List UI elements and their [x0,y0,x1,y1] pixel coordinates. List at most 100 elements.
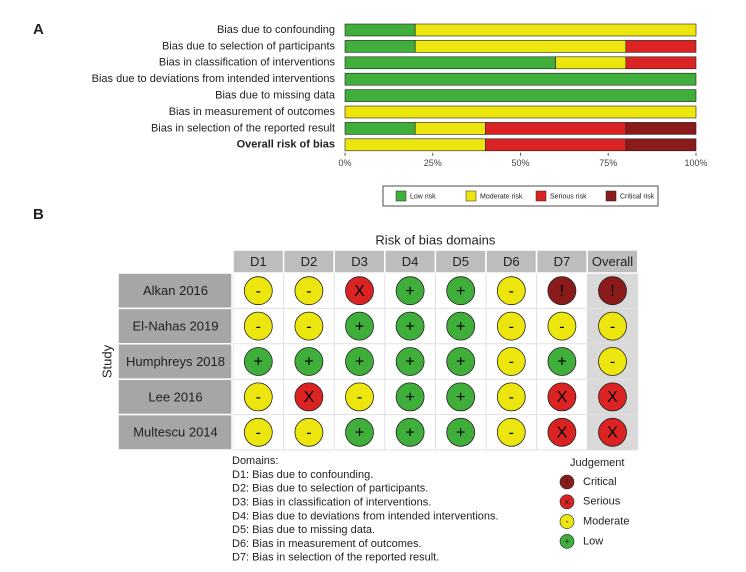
legend-label: Low [583,535,603,547]
judgement-circle [598,311,627,341]
judgement-symbol: + [405,354,414,371]
category-label: Bias in classification of interventions [159,57,336,69]
judgement-symbol: - [357,389,362,406]
study-label: Lee 2016 [148,389,202,404]
note: D5: Bias due to missing data. [232,524,375,536]
legend-circle [559,474,575,490]
judgement-symbol: - [509,354,514,371]
judgement-circle [294,311,324,341]
judgement-symbol: + [405,425,414,442]
bar-segment [625,138,697,152]
judgement-circle [294,276,324,306]
judgement-symbol: - [509,425,514,442]
legend-symbol: x [565,497,570,507]
legend-label: Moderate [583,516,629,528]
legend-label: Critical risk [620,193,655,200]
study-cell [117,413,233,451]
judgement-symbol: - [610,318,615,335]
legend-swatch [605,190,617,202]
judgement-circle [446,417,476,447]
legend-symbol: ! [566,477,569,487]
judgement-circle [446,347,476,376]
judgement-symbol: - [306,283,311,300]
panel-label: A [33,21,44,38]
judgement-symbol: + [557,354,566,371]
bar-segment [625,122,697,135]
judgement-symbol: - [509,389,514,406]
x-tick-label: 0% [338,158,351,168]
judgement-symbol: X [557,425,568,442]
judgement-circle [294,417,324,447]
judgement-circle [598,276,627,306]
x-tick-label: 50% [511,158,529,168]
bar-segment [625,56,697,70]
legend-circle [559,514,575,529]
note: D2: Bias due to selection of participant… [232,483,428,495]
study-cell [117,307,233,345]
judgement-symbol: X [607,389,618,406]
judgement-symbol: + [405,389,414,406]
judgement-circle [243,311,273,341]
panel-label: B [33,206,44,223]
judgement-circle [345,276,374,306]
y-axis-label: Study [99,344,114,378]
study-label: Alkan 2016 [143,283,208,298]
bar-segment [485,122,627,135]
bar-segment [625,40,697,53]
judgement-circle [345,347,374,376]
judgement-circle [496,347,526,376]
bar-segment [344,105,697,119]
judgement-circle [547,311,577,341]
judgement-circle [547,417,577,447]
legend-symbol: - [566,516,569,526]
judgement-circle [345,311,374,341]
bar-segment [555,56,627,70]
judgement-circle [243,347,273,376]
bar-segment [485,138,627,152]
bar-segment [344,56,556,70]
column-header-label: D2 [301,254,318,269]
category-label: Bias in measurement of outcomes [169,106,336,118]
judgement-symbol: + [304,354,313,371]
x-tick-label: 75% [599,158,617,168]
judgement-symbol: + [456,283,465,300]
judgement-circle [395,276,425,306]
judgement-circle [345,417,374,447]
bar-segment [414,23,697,37]
note: D3: Bias in classification of interventi… [232,497,431,509]
legend-symbol: + [564,536,569,546]
legend-label: Low risk [410,193,436,200]
judgement-symbol: - [509,318,514,335]
legend-label: Serious [583,496,621,508]
judgement-circle [395,347,425,376]
judgement-symbol: ! [560,283,564,300]
legend-label: Serious risk [550,193,587,200]
column-header-label: D1 [250,254,267,269]
judgement-symbol: - [256,318,261,335]
note: D1: Bias due to confounding. [232,469,373,481]
judgement-symbol: + [355,354,364,371]
judgement-circle [243,382,273,412]
note: D6: Bias in measurement of outcomes. [232,538,422,550]
judgement-circle [395,311,425,341]
judgement-circle [243,276,273,306]
judgement-symbol: - [256,425,261,442]
column-header [586,249,639,274]
legend-swatch [395,190,407,202]
judgement-symbol: + [355,318,364,335]
note: D7: Bias in selection of the reported re… [232,552,439,564]
judgement-symbol: X [354,283,365,300]
judgement-circle [345,382,374,412]
judgement-circle [446,382,476,412]
column-header-label: D3 [351,254,368,269]
judgement-symbol: X [304,389,315,406]
legend-swatch [465,190,477,202]
judgement-circle [598,382,627,412]
judgement-circle [496,276,526,306]
column-header-label: Overall [592,254,633,269]
notes-title: Domains: [232,455,278,467]
bar-segment [344,122,416,135]
judgement-symbol: + [456,425,465,442]
category-label: Overall risk of bias [237,139,335,151]
